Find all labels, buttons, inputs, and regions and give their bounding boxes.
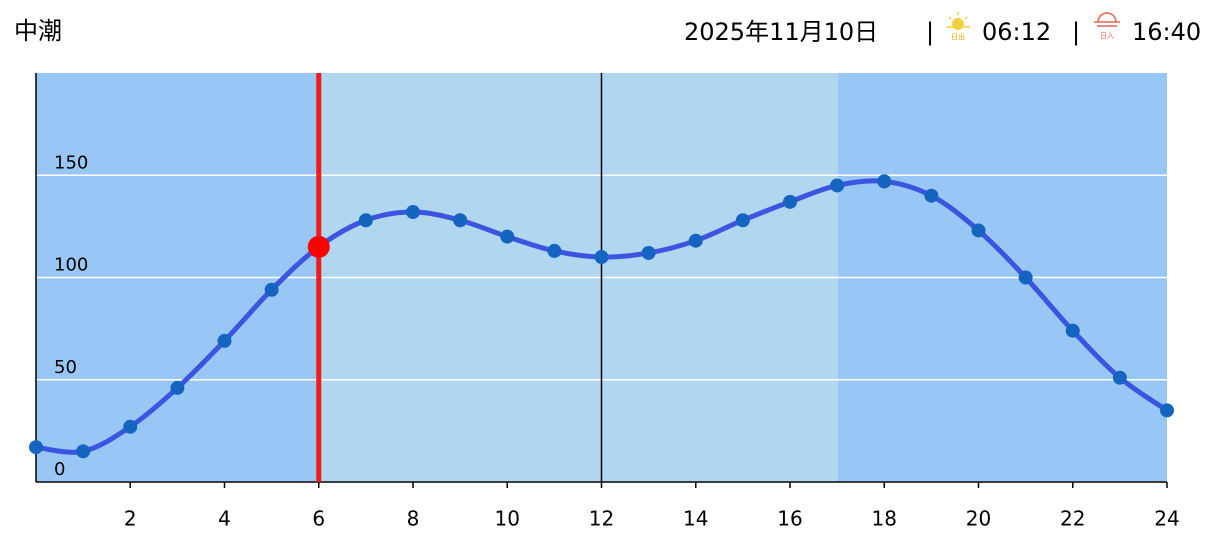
point [1112, 370, 1127, 385]
point [924, 188, 939, 203]
sunrise-icon-label: 日出 [951, 32, 965, 41]
x-tick-label: 22 [1060, 507, 1085, 531]
x-tick-label: 16 [777, 507, 802, 531]
point [406, 205, 420, 220]
point [641, 245, 656, 260]
x-tick-label: 14 [683, 507, 708, 531]
point [29, 440, 43, 455]
point [1018, 270, 1033, 285]
point [123, 419, 138, 434]
point [971, 223, 986, 238]
x-tick-label: 18 [872, 507, 897, 531]
point [217, 333, 232, 348]
header-info: 2025年11月10日 | 日出 06:12 | 日入 16:40 [684, 12, 1201, 46]
y-tick-label: 100 [54, 255, 88, 276]
point [547, 243, 562, 258]
point [783, 194, 797, 209]
y-tick-label: 50 [54, 357, 77, 378]
sunrise-icon: 日出 [946, 12, 970, 41]
point [877, 174, 892, 189]
point [688, 233, 703, 248]
point [1065, 323, 1080, 338]
current-point [307, 235, 330, 258]
sunset-icon: 日入 [1094, 12, 1120, 40]
point [594, 250, 609, 265]
x-tick-label: 24 [1154, 507, 1179, 531]
point [1160, 403, 1174, 418]
point [453, 213, 468, 228]
tide-name: 中潮 [14, 17, 62, 45]
point [170, 380, 185, 395]
point [830, 178, 845, 193]
separator: | [926, 18, 934, 46]
x-tick-label: 4 [218, 507, 231, 531]
sunset-time: 16:40 [1132, 18, 1201, 46]
x-tick-label: 6 [312, 507, 325, 531]
point [358, 213, 373, 228]
separator: | [1072, 18, 1080, 46]
date: 2025年11月10日 [684, 18, 878, 46]
sunset-icon-label: 日入 [1100, 32, 1114, 40]
x-tick-label: 12 [589, 507, 614, 531]
point [735, 213, 750, 228]
point [500, 229, 515, 244]
x-tick-label: 2 [124, 507, 137, 531]
x-tick-label: 10 [495, 507, 520, 531]
x-tick-label: 8 [407, 507, 420, 531]
y-tick-label: 150 [54, 152, 88, 173]
point [264, 282, 279, 297]
sunrise-time: 06:12 [982, 18, 1051, 46]
point [76, 444, 91, 459]
x-tick-label: 20 [966, 507, 991, 531]
y-tick-label: 0 [54, 459, 65, 480]
